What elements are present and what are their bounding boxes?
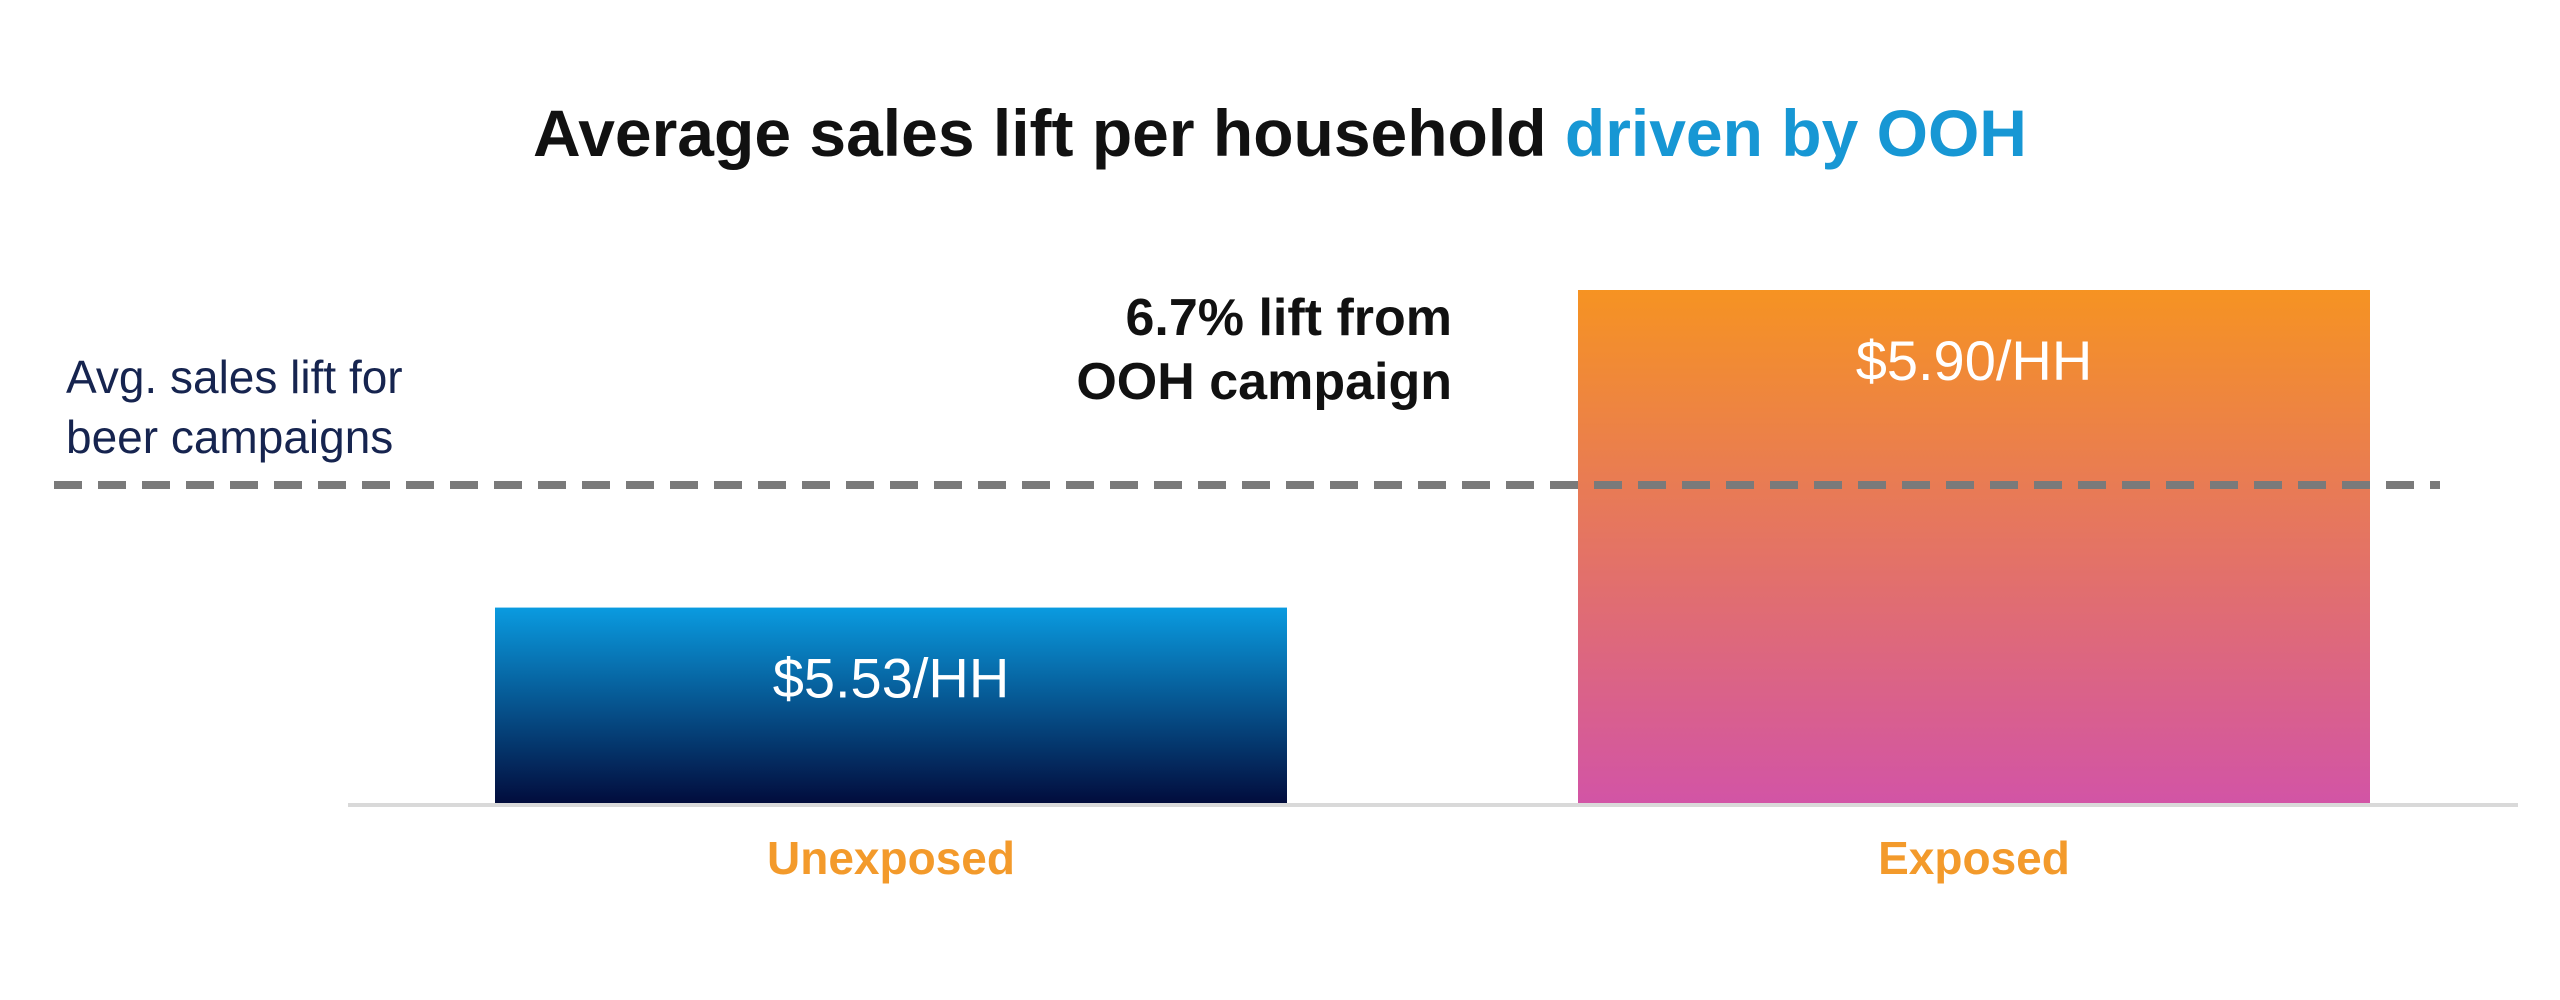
bar-exposed [1578,290,2370,805]
data-label-exposed: $5.90/HH [1856,329,2093,392]
lift-annotation-line-2: OOH campaign [1076,353,1452,411]
lift-annotation-line-1: 6.7% lift from [1126,289,1453,347]
category-label-exposed: Exposed [1878,832,2070,884]
reference-line-label-line-2: beer campaigns [66,411,393,463]
chart-title-main: Average sales lift per household [533,96,1565,170]
category-label-unexposed: Unexposed [767,832,1015,884]
chart-title-accent: driven by OOH [1565,96,2027,170]
data-labels-layer: $5.53/HH $5.90/HH [773,329,2093,710]
reference-line-label-line-1: Avg. sales lift for [66,351,403,403]
data-label-unexposed: $5.53/HH [773,647,1010,710]
category-labels-layer: Unexposed Exposed [767,832,2070,884]
chart-title: Average sales lift per household driven … [533,96,2027,170]
bar-unexposed [495,607,1287,805]
bars-layer [495,290,2370,805]
